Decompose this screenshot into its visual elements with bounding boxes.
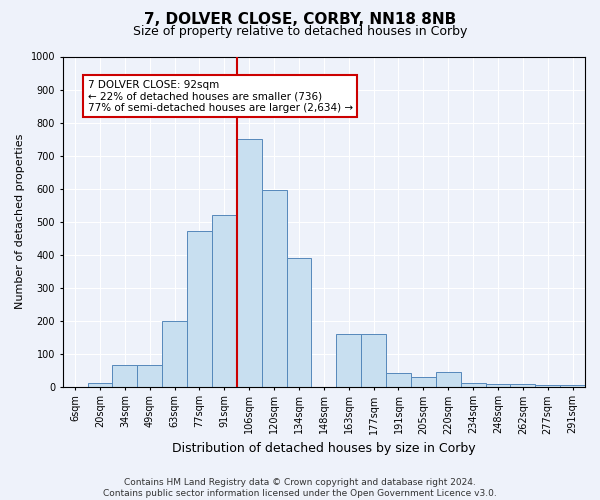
Bar <box>386 374 411 386</box>
X-axis label: Distribution of detached houses by size in Corby: Distribution of detached houses by size … <box>172 442 476 455</box>
Bar <box>560 385 585 386</box>
Bar <box>137 365 162 386</box>
Text: 7 DOLVER CLOSE: 92sqm
← 22% of detached houses are smaller (736)
77% of semi-det: 7 DOLVER CLOSE: 92sqm ← 22% of detached … <box>88 80 353 113</box>
Bar <box>287 258 311 386</box>
Bar <box>411 378 436 386</box>
Y-axis label: Number of detached properties: Number of detached properties <box>15 134 25 309</box>
Text: Contains HM Land Registry data © Crown copyright and database right 2024.
Contai: Contains HM Land Registry data © Crown c… <box>103 478 497 498</box>
Bar <box>212 215 237 386</box>
Bar <box>361 334 386 386</box>
Bar <box>436 372 461 386</box>
Bar <box>112 365 137 386</box>
Bar <box>187 232 212 386</box>
Bar <box>535 385 560 386</box>
Bar <box>88 382 112 386</box>
Bar <box>237 139 262 386</box>
Bar <box>162 320 187 386</box>
Bar <box>485 384 511 386</box>
Text: Size of property relative to detached houses in Corby: Size of property relative to detached ho… <box>133 25 467 38</box>
Bar <box>511 384 535 386</box>
Bar <box>461 382 485 386</box>
Text: 7, DOLVER CLOSE, CORBY, NN18 8NB: 7, DOLVER CLOSE, CORBY, NN18 8NB <box>144 12 456 28</box>
Bar <box>336 334 361 386</box>
Bar <box>262 190 287 386</box>
